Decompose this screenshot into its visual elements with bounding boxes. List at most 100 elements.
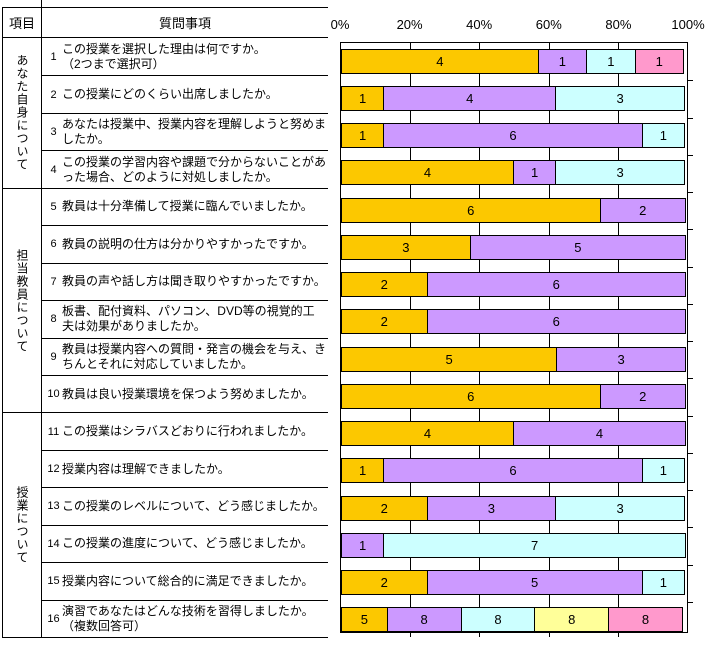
question-text-wrap: この授業の進度について、どう感じましたか。 — [62, 536, 313, 551]
category-group-label: あなた自身について — [15, 54, 29, 172]
segment-value: 8 — [641, 612, 650, 628]
bar-segment-gold: 1 — [341, 123, 385, 148]
category-axis-tick — [688, 378, 693, 380]
category-group-cell-1: あなた自身について — [3, 38, 42, 188]
question-row: 1 この授業を選択した理由は何ですか。 （2つまで選択可） — [42, 38, 328, 75]
chart-band-16: 5 8 8 8 8 — [341, 602, 687, 639]
bar-segment-purple: 3 — [426, 495, 557, 521]
bar-segment-purple: 2 — [599, 197, 686, 223]
question-text: 教員は良い授業環境を保つよう努めましたか。 — [62, 386, 314, 401]
bar-segment-purple: 3 — [556, 346, 686, 372]
stacked-bar-12: 1 6 1 — [341, 458, 687, 484]
segment-value: 6 — [509, 463, 517, 479]
segment-value: 1 — [359, 128, 367, 143]
segment-value: 8 — [568, 612, 576, 628]
col-header-question: 質問事項 — [42, 8, 328, 38]
segment-value: 3 — [616, 165, 624, 181]
question-text-wrap: 授業内容について総合的に満足できましたか。 — [62, 574, 313, 589]
axis-tick-label: 20% — [396, 17, 423, 32]
segment-value: 6 — [467, 202, 475, 218]
chart-band-15: 2 5 1 — [341, 565, 687, 602]
segment-value: 1 — [659, 575, 667, 590]
segment-value: 3 — [487, 500, 495, 516]
bar-segment-purple: 6 — [426, 272, 686, 297]
question-row: 4 この授業の学習内容や課題で分からないことがあった場合、どのように対処しましたか… — [42, 150, 328, 187]
question-number: 15 — [47, 575, 60, 588]
question-text: この授業のレベルについて、どう感じましたか。 — [62, 498, 325, 513]
bar-segment-purple: 4 — [383, 85, 557, 111]
bar-segment-gold: 1 — [341, 85, 385, 111]
chart-band-2: 1 4 3 — [341, 80, 687, 117]
segment-value: 5 — [574, 239, 582, 255]
question-row: 9 教員は授業内容への質問・発言の機会を与え、きちんとそれに対応していましたか。 — [42, 337, 328, 375]
axis-tick-label: 0% — [330, 17, 350, 32]
bar-segment-gold: 2 — [341, 570, 428, 595]
stacked-bar-1: 4 1 1 1 — [341, 48, 687, 74]
axis-tick-label: 40% — [466, 17, 493, 32]
category-axis-tick — [688, 80, 693, 82]
question-text-wrap: この授業を選択した理由は何ですか。 （2つまで選択可） — [62, 42, 266, 72]
gridline-80 — [617, 43, 619, 632]
category-group-label: 担当教員について — [15, 248, 29, 353]
chart-band-13: 2 3 3 — [341, 490, 687, 527]
segment-value: 3 — [616, 90, 624, 106]
segment-value: 1 — [659, 463, 667, 479]
bar-segment-gold: 2 — [341, 495, 428, 521]
question-row: 15 授業内容について総合的に満足できましたか。 — [42, 562, 328, 599]
question-row: 10 教員は良い授業環境を保つよう努めましたか。 — [42, 374, 328, 412]
bottom-axis-tick — [617, 632, 619, 637]
question-number: 13 — [47, 500, 60, 513]
stacked-bar-3: 1 6 1 — [341, 123, 687, 148]
question-text: 教員は授業内容への質問・発言の機会を与え、きちんとそれに対応していましたか。 — [62, 341, 327, 371]
bar-segment-cyan: 3 — [555, 85, 685, 111]
question-row: 7 教員の声や話し方は聞き取りやすかったですか。 — [42, 262, 328, 300]
segment-value: 5 — [360, 612, 368, 628]
question-number: 5 — [50, 200, 57, 213]
segment-value: 1 — [359, 537, 367, 553]
table-column-divider-extension — [41, 0, 42, 7]
question-row: 3 あなたは授業中、授業内容を理解しようと努めましたか。 — [42, 112, 328, 150]
segment-value: 1 — [531, 165, 539, 181]
bar-segment-yellow: 8 — [534, 607, 610, 633]
bar-segment-gold: 5 — [341, 346, 558, 372]
bar-segment-gold: 5 — [341, 607, 388, 633]
question-text: あなたは授業中、授業内容を理解しようと努めましたか。 — [62, 117, 327, 147]
category-group-label: 授業について — [15, 486, 29, 565]
segment-value: 7 — [531, 537, 539, 553]
segment-value: 2 — [639, 388, 647, 404]
col-header-item: 項目 — [3, 8, 42, 38]
segment-value: 2 — [380, 575, 388, 590]
segment-value: 3 — [616, 500, 624, 516]
bar-segment-purple: 8 — [386, 607, 462, 633]
question-text: 授業内容は理解できましたか。 — [62, 461, 230, 476]
segment-value: 5 — [531, 575, 539, 590]
question-number: 9 — [50, 350, 57, 363]
bar-segment-purple: 6 — [383, 123, 643, 148]
bar-segment-gold: 2 — [341, 309, 428, 335]
category-axis-tick — [688, 229, 693, 231]
stacked-bar-13: 2 3 3 — [341, 495, 687, 521]
bar-segment-gold: 1 — [341, 458, 385, 484]
axis-tick-label: 100% — [671, 17, 705, 32]
question-table: 項目 質問事項 あなた自身について担当教員について授業について 1 この授業を選択し… — [2, 7, 328, 638]
segment-value: 8 — [494, 612, 502, 628]
question-text-wrap: この授業にどのくらい出席しましたか。 — [62, 87, 278, 102]
question-text: 板書、配付資料、パソコン、DVD等の視覚的工夫は効果がありましたか。 — [62, 304, 315, 334]
segment-value: 1 — [359, 463, 367, 479]
segment-value: 4 — [423, 426, 432, 441]
question-text-wrap: 演習であなたはどんな技術を習得しましたか。 （複数回答可） — [62, 604, 314, 634]
axis-tick-label: 80% — [605, 17, 632, 32]
question-text: この授業の学習内容や課題で分からないことがあった場合、どのように対処しましたか。 — [62, 154, 327, 184]
category-axis-tick — [688, 154, 693, 156]
bar-segment-pink: 8 — [608, 607, 683, 633]
question-text: 教員の説明の仕方は分かりやすかったですか。 — [62, 236, 314, 251]
question-number: 16 — [47, 612, 60, 625]
bar-segment-cyan: 8 — [460, 607, 536, 633]
chart-band-4: 4 1 3 — [341, 155, 687, 192]
question-note: （複数回答可） — [62, 618, 147, 633]
